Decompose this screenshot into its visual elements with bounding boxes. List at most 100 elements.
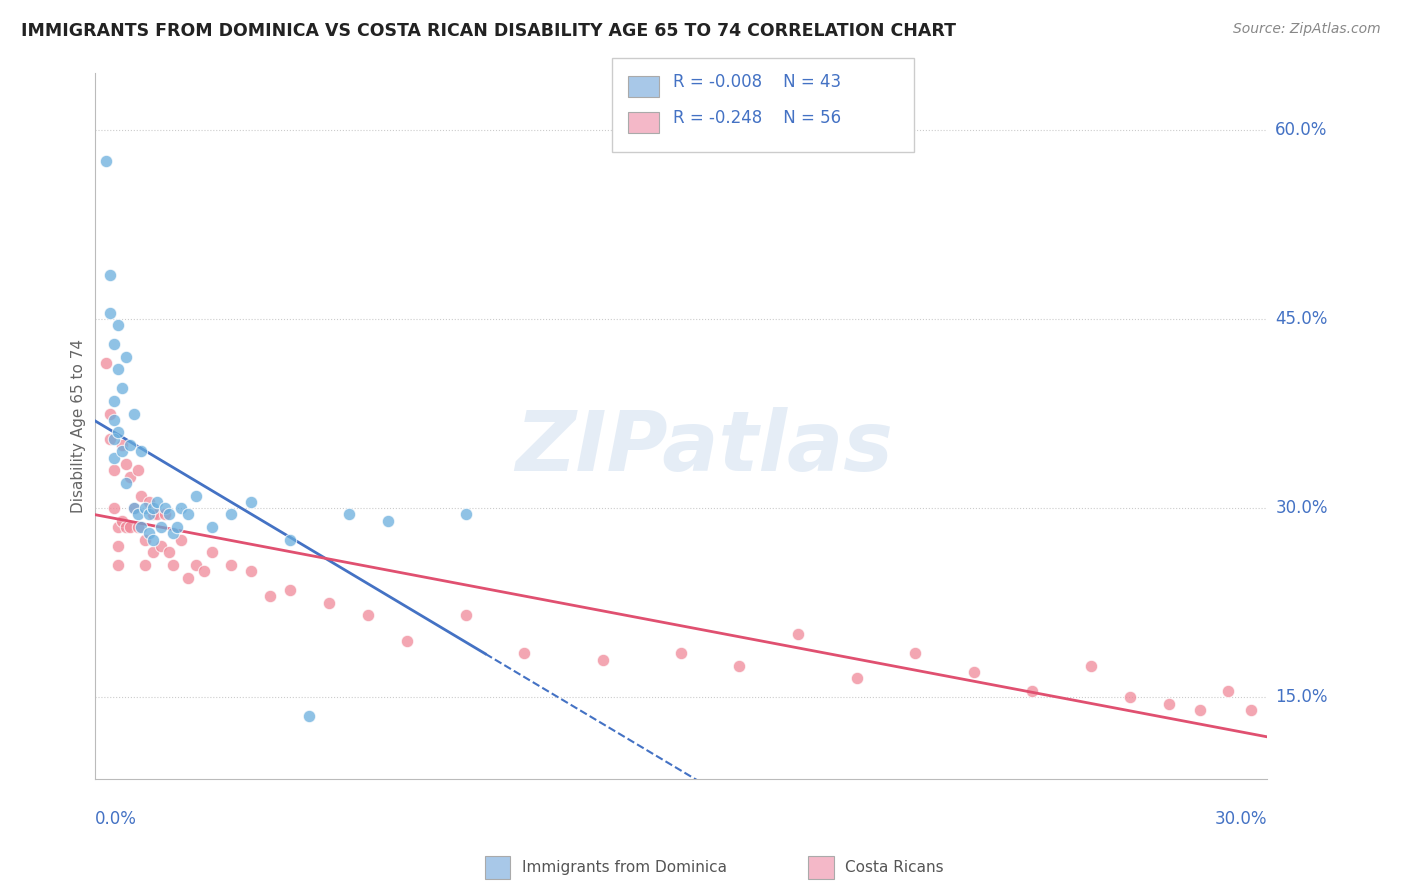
- Point: [153, 508, 176, 522]
- Point: [201, 545, 224, 559]
- Point: [127, 520, 149, 534]
- Text: 15.0%: 15.0%: [1275, 689, 1327, 706]
- Point: [127, 463, 149, 477]
- Point: [239, 495, 262, 509]
- Point: [157, 545, 180, 559]
- Point: [111, 438, 134, 452]
- Text: R = -0.008    N = 43: R = -0.008 N = 43: [673, 73, 842, 91]
- Point: [142, 545, 165, 559]
- Point: [111, 381, 134, 395]
- Point: [114, 475, 136, 490]
- Point: [186, 489, 208, 503]
- Point: [298, 709, 321, 723]
- Point: [1240, 703, 1263, 717]
- Point: [118, 469, 141, 483]
- Point: [150, 539, 173, 553]
- Point: [186, 558, 208, 572]
- Point: [177, 508, 200, 522]
- Point: [98, 432, 121, 446]
- Point: [177, 570, 200, 584]
- Point: [98, 407, 121, 421]
- Point: [134, 501, 156, 516]
- Point: [377, 514, 399, 528]
- Point: [103, 450, 125, 465]
- Point: [134, 533, 156, 547]
- Point: [1021, 684, 1043, 698]
- Point: [114, 350, 136, 364]
- Text: ZIPatlas: ZIPatlas: [515, 407, 893, 488]
- Point: [103, 463, 125, 477]
- Point: [111, 514, 134, 528]
- Text: 30.0%: 30.0%: [1275, 500, 1327, 517]
- Point: [1216, 684, 1239, 698]
- Point: [1119, 690, 1142, 705]
- Point: [107, 558, 129, 572]
- Point: [98, 306, 121, 320]
- Point: [1159, 697, 1181, 711]
- Text: 30.0%: 30.0%: [1215, 810, 1267, 828]
- Point: [103, 432, 125, 446]
- Point: [103, 393, 125, 408]
- Point: [454, 608, 477, 623]
- Point: [169, 533, 191, 547]
- Point: [193, 564, 215, 578]
- Point: [127, 508, 149, 522]
- Text: IMMIGRANTS FROM DOMINICA VS COSTA RICAN DISABILITY AGE 65 TO 74 CORRELATION CHAR: IMMIGRANTS FROM DOMINICA VS COSTA RICAN …: [21, 22, 956, 40]
- Point: [98, 268, 121, 282]
- Point: [96, 154, 118, 169]
- Point: [142, 508, 165, 522]
- Point: [1189, 703, 1212, 717]
- Point: [142, 501, 165, 516]
- Point: [142, 533, 165, 547]
- Point: [103, 501, 125, 516]
- Point: [114, 457, 136, 471]
- Point: [107, 318, 129, 333]
- Text: 45.0%: 45.0%: [1275, 310, 1327, 328]
- Point: [337, 508, 360, 522]
- Point: [1080, 658, 1102, 673]
- Point: [513, 646, 536, 660]
- Point: [169, 501, 191, 516]
- Point: [138, 495, 160, 509]
- Point: [318, 596, 340, 610]
- Point: [107, 425, 129, 440]
- Point: [96, 356, 118, 370]
- Point: [131, 489, 153, 503]
- Point: [239, 564, 262, 578]
- Text: Source: ZipAtlas.com: Source: ZipAtlas.com: [1233, 22, 1381, 37]
- Point: [138, 526, 160, 541]
- Point: [114, 520, 136, 534]
- Point: [103, 337, 125, 351]
- Point: [131, 520, 153, 534]
- Point: [592, 652, 614, 666]
- Point: [396, 633, 419, 648]
- Point: [963, 665, 986, 680]
- Point: [153, 501, 176, 516]
- Point: [122, 501, 145, 516]
- Point: [146, 508, 169, 522]
- Point: [904, 646, 927, 660]
- Point: [454, 508, 477, 522]
- Point: [259, 590, 281, 604]
- Point: [111, 444, 134, 458]
- Point: [221, 508, 243, 522]
- Point: [278, 533, 301, 547]
- Point: [150, 520, 173, 534]
- Point: [134, 558, 156, 572]
- Point: [107, 520, 129, 534]
- Text: R = -0.248    N = 56: R = -0.248 N = 56: [673, 109, 842, 127]
- Point: [103, 413, 125, 427]
- Point: [157, 508, 180, 522]
- Point: [118, 438, 141, 452]
- Point: [728, 658, 751, 673]
- Y-axis label: Disability Age 65 to 74: Disability Age 65 to 74: [72, 339, 86, 513]
- Point: [357, 608, 380, 623]
- Point: [107, 362, 129, 376]
- Point: [107, 539, 129, 553]
- Point: [138, 508, 160, 522]
- Point: [162, 558, 184, 572]
- Point: [131, 444, 153, 458]
- Point: [122, 501, 145, 516]
- Point: [162, 526, 184, 541]
- Point: [787, 627, 810, 641]
